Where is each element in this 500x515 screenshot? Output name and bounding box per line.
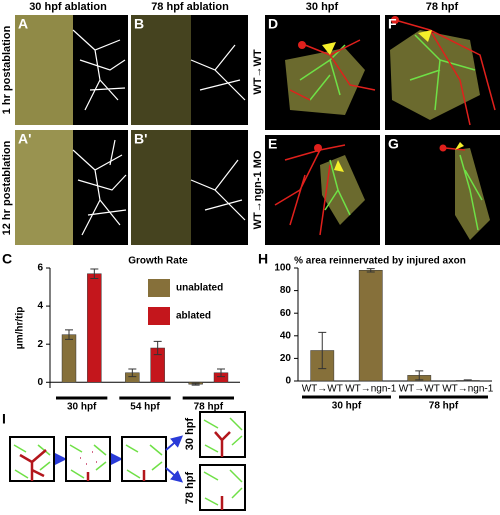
bar [61, 334, 77, 383]
y-tick-label: 2 [37, 339, 43, 350]
y-tick-label: 60 [280, 308, 292, 319]
error-bar [65, 329, 73, 340]
group-label: 78 hpf [429, 401, 459, 412]
error-bar [366, 268, 375, 273]
error-bar [191, 382, 200, 386]
tracing-panels [265, 15, 500, 245]
column-header: 30 hpf ablation [29, 1, 107, 13]
y-tick-label: 100 [274, 263, 291, 274]
panel-letter: B' [134, 131, 147, 147]
x-tick-label: 54 hpf [130, 402, 160, 413]
column-header: 78 hpf ablation [151, 1, 229, 13]
x-tick-label: 78 hpf [194, 402, 224, 413]
panel-letter: G [388, 136, 399, 152]
row-header: 1 hr postablation [1, 25, 13, 114]
row-header: WT→ngn-1 MO [252, 150, 264, 229]
y-tick-label: 40 [280, 330, 292, 341]
schematic-label: 78 hpf [184, 471, 196, 504]
error-bar [153, 340, 162, 356]
x-tick-label: WT→ngn-1 [345, 384, 397, 395]
row-header: WT→WT [252, 49, 264, 94]
panel-letter: H [258, 251, 268, 267]
schematic [9, 411, 246, 511]
error-bar [415, 370, 424, 381]
panel-letter: D [268, 16, 278, 32]
column-header: 78 hpf [426, 1, 459, 13]
error-bar [217, 368, 225, 378]
y-tick-label: 6 [37, 263, 43, 274]
schematic-label: 30 hpf [184, 417, 196, 450]
panel-letter: A [18, 16, 28, 32]
x-tick-label: WT→WT [399, 384, 440, 395]
legend-swatch [148, 279, 170, 297]
panel-letter: C [2, 251, 12, 267]
legend-label: ablated [176, 311, 211, 322]
error-bar [90, 268, 99, 279]
error-bar [128, 368, 137, 378]
error-bar [318, 331, 327, 370]
row-header: 12 hr postablation [1, 140, 13, 235]
y-tick-label: 80 [280, 285, 292, 296]
y-tick-label: 4 [37, 301, 43, 312]
microscopy-panels [15, 15, 248, 245]
y-tick-label: 20 [280, 353, 292, 364]
chart-title: Growth Rate [128, 256, 188, 267]
column-header: 30 hpf [306, 1, 339, 13]
panel-letter: I [2, 411, 6, 427]
panel-letter: F [388, 16, 397, 32]
y-tick-label: 0 [285, 376, 291, 387]
y-axis-label: μm/hr/tip [15, 307, 26, 350]
panel-letter: A' [18, 131, 31, 147]
legend-swatch [148, 307, 170, 325]
x-tick-label: WT→WT [302, 384, 343, 395]
panel-letter: B [134, 16, 144, 32]
legend-label: unablated [176, 283, 223, 294]
x-tick-label: 30 hpf [67, 402, 97, 413]
x-tick-label: WT→ngn-1 [442, 384, 494, 395]
panel-letter: E [268, 136, 277, 152]
group-label: 30 hpf [332, 401, 362, 412]
bar [358, 270, 383, 382]
y-tick-label: 0 [37, 377, 43, 388]
chart-title: % area reinnervated by injured axon [294, 256, 466, 267]
error-bar [463, 379, 472, 382]
bar [87, 273, 102, 383]
